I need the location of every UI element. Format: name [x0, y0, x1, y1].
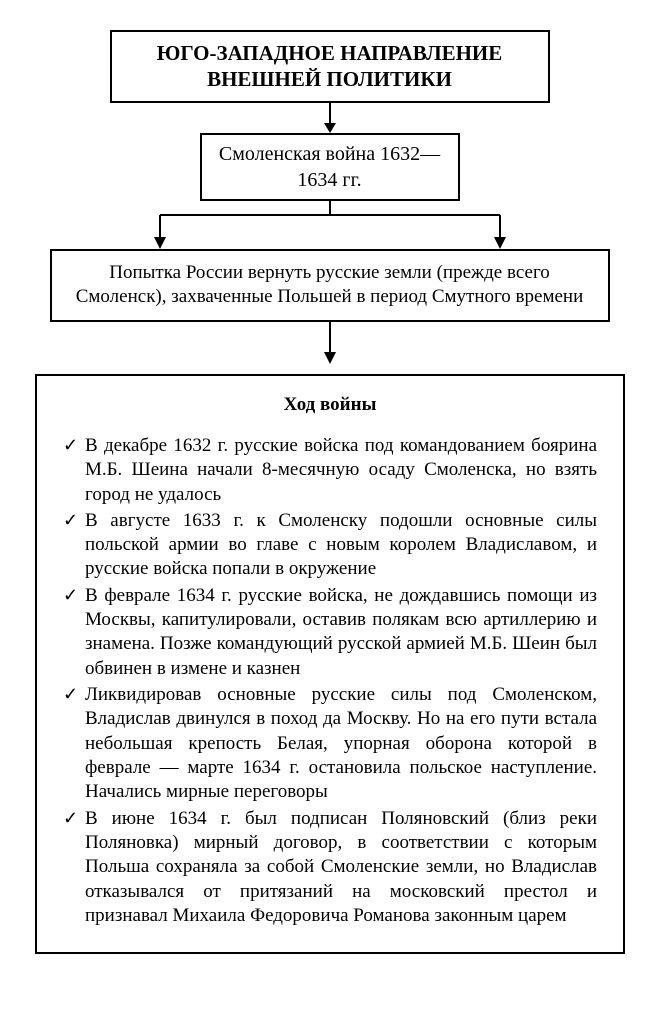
- event-item: Ликвидировав основные русские силы под С…: [63, 683, 597, 805]
- event-item: В июне 1634 г. был подписан Поляновский …: [63, 807, 597, 929]
- event-item: В декабре 1632 г. русские войска под ком…: [63, 434, 597, 507]
- details-heading: Ход войны: [63, 394, 597, 416]
- arrow-down-2: [320, 322, 340, 364]
- title-box: ЮГО-ЗАПАДНОЕ НАПРАВЛЕНИЕ ВНЕШНЕЙ ПОЛИТИК…: [110, 30, 550, 103]
- event-item: В феврале 1634 г. русские войска, не дож…: [63, 584, 597, 681]
- diagram-title: ЮГО-ЗАПАДНОЕ НАПРАВЛЕНИЕ ВНЕШНЕЙ ПОЛИТИК…: [157, 41, 503, 91]
- details-box: Ход войны В декабре 1632 г. русские войс…: [35, 374, 625, 954]
- events-list: В декабре 1632 г. русские войска под ком…: [63, 434, 597, 928]
- branch-connector: [90, 201, 570, 249]
- arrow-down-1: [320, 103, 340, 133]
- event-item: В августе 1633 г. к Смоленску подошли ос…: [63, 509, 597, 582]
- war-description: Попытка России вернуть русские земли (пр…: [76, 262, 584, 308]
- description-box: Попытка России вернуть русские земли (пр…: [50, 249, 610, 322]
- subtitle-box: Смоленская война 1632—1634 гг.: [200, 133, 460, 201]
- war-name: Смоленская война 1632—1634 гг.: [219, 143, 440, 191]
